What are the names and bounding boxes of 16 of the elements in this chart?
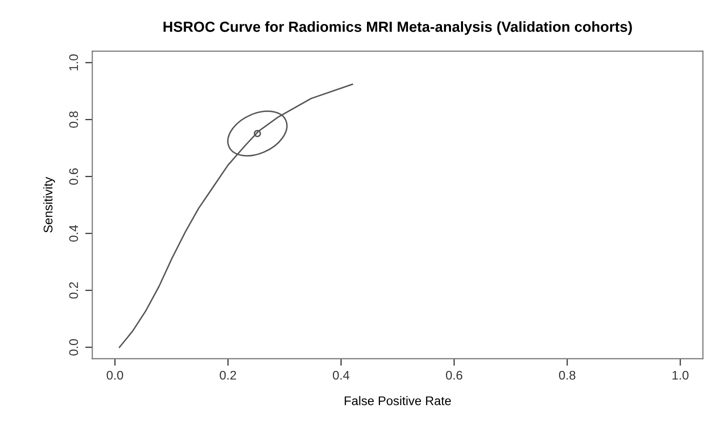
y-tick-label: 0.0 <box>69 339 78 356</box>
x-tick-label: 0.0 <box>106 370 124 380</box>
y-tick-label: 0.4 <box>69 225 78 242</box>
y-axis-title: Sensitivity <box>43 176 55 233</box>
x-tick-label: 0.2 <box>220 370 236 380</box>
y-tick-label: 1.0 <box>69 54 78 70</box>
x-tick-label: 1.0 <box>672 370 688 380</box>
x-tick-label: 0.6 <box>446 370 462 380</box>
x-axis-title: False Positive Rate <box>344 396 451 406</box>
line-series <box>118 84 354 348</box>
chart-title: HSROC Curve for Radiomics MRI Meta-analysis (Validation cohorts) <box>164 21 632 35</box>
x-tick-label: 0.4 <box>332 370 350 380</box>
y-tick-label: 0.2 <box>69 282 78 299</box>
y-tick-label: 0.6 <box>69 168 78 185</box>
x-tick-label: 0.8 <box>559 370 576 380</box>
y-tick-label: 0.8 <box>69 111 78 128</box>
